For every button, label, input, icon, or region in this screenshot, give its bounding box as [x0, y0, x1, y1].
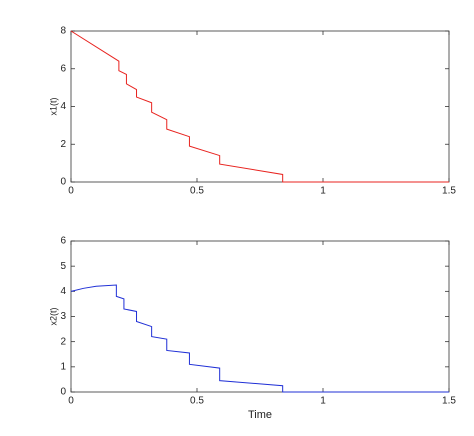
x-tick-label: 1	[320, 186, 326, 197]
y-tick-label: 2	[60, 139, 66, 150]
y-tick-label: 1	[60, 361, 66, 372]
y-tick-label: 0	[60, 177, 66, 188]
data-line	[70, 284, 449, 393]
x-tick-label: 0.5	[190, 396, 204, 407]
x-tick-label: 1.5	[442, 186, 456, 197]
x-tick-label: 0	[68, 186, 74, 197]
x-tick-label: 1	[320, 396, 326, 407]
y-tick-label: 2	[60, 336, 66, 347]
axes-frame	[70, 240, 450, 393]
y-axis-label: x2(t)	[48, 307, 58, 325]
y-axis-label: x1(t)	[48, 97, 58, 115]
x-tick-label: 0	[68, 396, 74, 407]
y-tick-label: 4	[60, 101, 66, 112]
y-tick-label: 6	[60, 236, 66, 247]
y-tick-label: 8	[60, 26, 66, 37]
y-tick-label: 3	[60, 311, 66, 322]
axes-frame	[70, 30, 450, 183]
x-tick-label: 0.5	[190, 186, 204, 197]
x-tick-label: 1.5	[442, 396, 456, 407]
y-tick-label: 0	[60, 387, 66, 398]
y-tick-label: 5	[60, 261, 66, 272]
x-axis-label: Time	[248, 409, 272, 421]
y-tick-label: 6	[60, 63, 66, 74]
data-line	[70, 30, 449, 183]
y-tick-label: 4	[60, 286, 66, 297]
